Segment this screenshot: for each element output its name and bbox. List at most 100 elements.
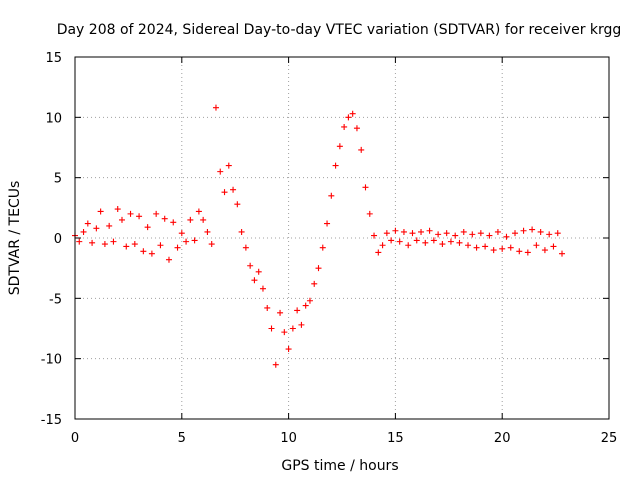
data-point <box>456 239 463 246</box>
data-point <box>537 228 544 235</box>
data-point <box>366 210 373 217</box>
data-point <box>234 201 241 208</box>
data-point <box>311 280 318 287</box>
data-point <box>306 297 313 304</box>
data-point <box>435 231 442 238</box>
data-point <box>114 206 121 213</box>
data-point <box>332 162 339 169</box>
y-tick-label: 10 <box>45 111 62 126</box>
data-point <box>165 256 172 263</box>
data-point <box>187 216 194 223</box>
data-point <box>123 243 130 250</box>
data-point <box>358 146 365 153</box>
data-point <box>89 239 96 246</box>
data-point <box>503 233 510 240</box>
data-point <box>477 230 484 237</box>
data-point <box>447 238 454 245</box>
data-point <box>392 227 399 234</box>
data-point <box>353 125 360 132</box>
data-point <box>494 228 501 235</box>
data-point <box>559 250 566 257</box>
data-point <box>520 227 527 234</box>
plot-frame <box>74 56 610 420</box>
data-point <box>221 189 228 196</box>
data-point <box>238 228 245 235</box>
data-point <box>225 162 232 169</box>
data-point <box>328 192 335 199</box>
data-point <box>375 249 382 256</box>
data-point <box>272 361 279 368</box>
data-point <box>204 228 211 235</box>
data-point <box>499 245 506 252</box>
data-point <box>315 265 322 272</box>
data-point <box>362 184 369 191</box>
data-point <box>383 230 390 237</box>
x-tick-label: 5 <box>178 431 186 446</box>
data-point <box>174 244 181 251</box>
data-point <box>439 241 446 248</box>
data-point <box>524 249 531 256</box>
data-point <box>281 329 288 336</box>
data-point <box>148 250 155 257</box>
data-point <box>247 262 254 269</box>
data-point <box>110 238 117 245</box>
y-tick-label: -10 <box>41 353 62 368</box>
data-point <box>259 285 266 292</box>
data-point <box>460 228 467 235</box>
data-point <box>195 208 202 215</box>
data-point <box>302 302 309 309</box>
x-tick-label: 10 <box>280 431 297 446</box>
data-point <box>409 230 416 237</box>
data-point <box>546 231 553 238</box>
y-tick-label: 0 <box>54 232 62 247</box>
data-point <box>178 230 185 237</box>
data-point <box>153 210 160 217</box>
data-point <box>200 216 207 223</box>
data-point <box>136 213 143 220</box>
data-point <box>507 244 514 251</box>
data-point <box>230 186 237 193</box>
data-point <box>242 244 249 251</box>
data-point <box>84 220 91 227</box>
data-point <box>418 228 425 235</box>
data-point <box>106 222 113 229</box>
data-point <box>208 241 215 248</box>
data-point <box>413 237 420 244</box>
data-point <box>554 230 561 237</box>
data-point <box>127 210 134 217</box>
data-points <box>72 104 566 368</box>
data-point <box>157 242 164 249</box>
data-point <box>277 309 284 316</box>
data-point <box>486 232 493 239</box>
y-tick-label: 5 <box>54 172 62 187</box>
data-point <box>264 304 271 311</box>
grid <box>75 57 609 419</box>
data-point <box>541 247 548 254</box>
data-point <box>93 225 100 232</box>
data-point <box>336 143 343 150</box>
data-point <box>349 110 356 117</box>
data-point <box>191 237 198 244</box>
data-point <box>285 346 292 353</box>
data-point <box>512 230 519 237</box>
data-point <box>430 237 437 244</box>
data-point <box>294 307 301 314</box>
x-tick-label: 25 <box>601 431 618 446</box>
y-tick-label: -5 <box>49 292 62 307</box>
data-point <box>516 248 523 255</box>
data-point <box>452 232 459 239</box>
data-point <box>426 227 433 234</box>
data-point <box>379 242 386 249</box>
data-point <box>482 243 489 250</box>
y-tick-label: 15 <box>45 51 62 66</box>
data-point <box>550 243 557 250</box>
data-point <box>131 241 138 248</box>
data-point <box>443 230 450 237</box>
data-point <box>371 232 378 239</box>
x-tick-label: 0 <box>71 431 79 446</box>
data-point <box>469 231 476 238</box>
x-tick-label: 15 <box>387 431 404 446</box>
x-tick-label: 20 <box>494 431 511 446</box>
y-tick-label: -15 <box>41 413 62 428</box>
